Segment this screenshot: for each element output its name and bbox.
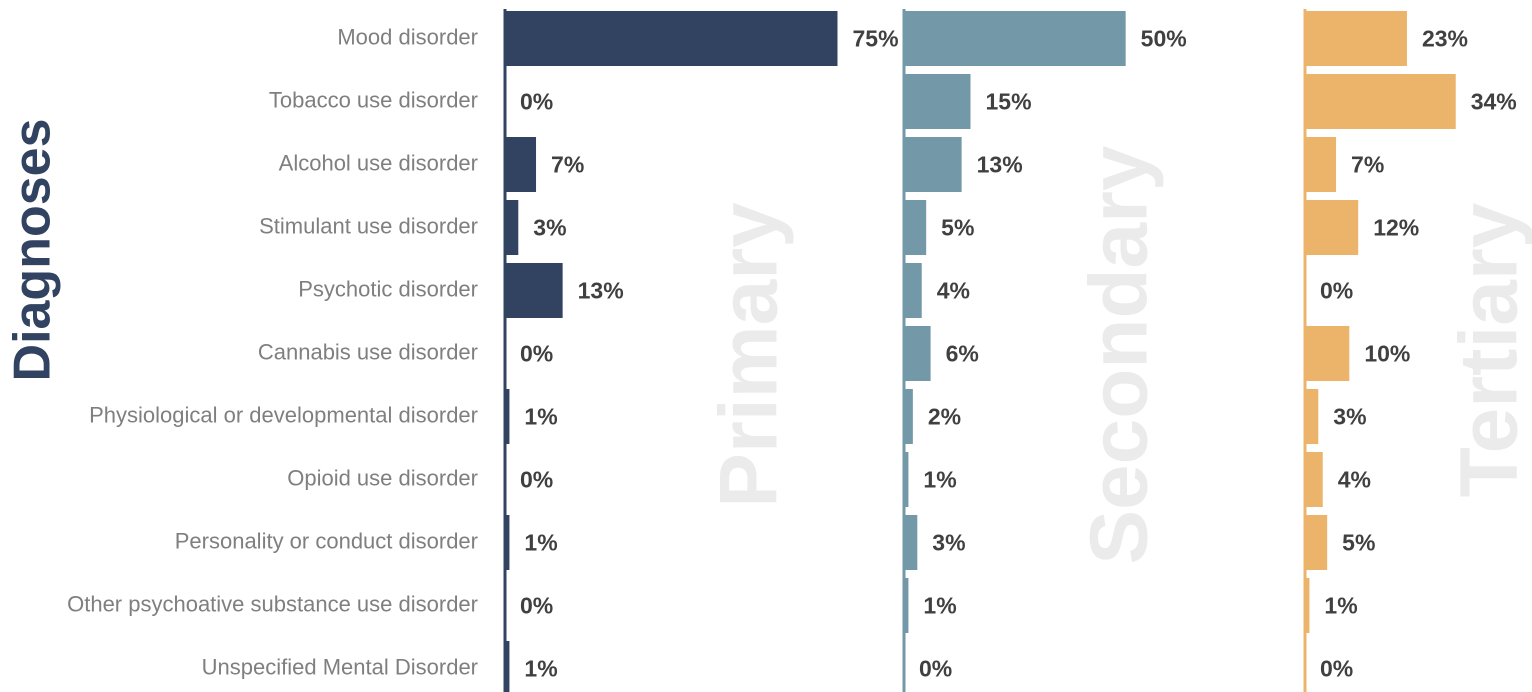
bar (505, 389, 510, 444)
value-label: 0% (1320, 278, 1353, 304)
category-label: Mood disorder (337, 24, 478, 49)
bar (505, 137, 537, 192)
category-label: Cannabis use disorder (258, 339, 478, 364)
value-label: 50% (1141, 26, 1187, 52)
y-axis-label: Diagnoses (4, 119, 62, 382)
value-label: 4% (1338, 467, 1371, 493)
value-label: 0% (520, 593, 553, 619)
category-label: Alcohol use disorder (279, 150, 478, 175)
category-label: Tobacco use disorder (269, 87, 478, 112)
value-label: 0% (520, 467, 553, 493)
category-label: Opioid use disorder (287, 465, 478, 490)
category-label: Other psychoative substance use disorder (67, 591, 478, 616)
value-label: 1% (524, 530, 557, 556)
value-label: 75% (853, 26, 899, 52)
bar (1305, 11, 1407, 66)
value-label: 0% (1320, 656, 1353, 682)
bar (904, 11, 1126, 66)
bar (505, 515, 510, 570)
bar (1305, 452, 1323, 507)
value-label: 3% (932, 530, 965, 556)
bar (904, 263, 922, 318)
category-label: Personality or conduct disorder (175, 528, 478, 553)
value-label: 13% (578, 278, 624, 304)
panel-title: Secondary (1074, 145, 1165, 565)
bar (904, 452, 909, 507)
bar (1305, 74, 1456, 129)
category-label: Psychotic disorder (298, 276, 478, 301)
value-label: 1% (524, 404, 557, 430)
value-label: 1% (923, 593, 956, 619)
value-label: 1% (1324, 593, 1357, 619)
value-label: 3% (533, 215, 566, 241)
category-label: Physiological or developmental disorder (89, 402, 478, 427)
value-label: 34% (1471, 89, 1517, 115)
bar (1305, 137, 1337, 192)
value-label: 4% (937, 278, 970, 304)
bar (904, 137, 962, 192)
value-label: 6% (946, 341, 979, 367)
value-label: 7% (1351, 152, 1384, 178)
value-label: 15% (986, 89, 1032, 115)
bar (904, 389, 913, 444)
value-label: 5% (941, 215, 974, 241)
bar (904, 515, 918, 570)
value-label: 3% (1333, 404, 1366, 430)
bar (1305, 389, 1319, 444)
value-label: 1% (524, 656, 557, 682)
bar (904, 200, 927, 255)
value-label: 1% (923, 467, 956, 493)
category-label: Unspecified Mental Disorder (202, 654, 478, 679)
category-label: Stimulant use disorder (259, 213, 478, 238)
bar (904, 326, 931, 381)
value-label: 13% (977, 152, 1023, 178)
bar (505, 200, 519, 255)
bar (505, 263, 563, 318)
bar (1305, 200, 1359, 255)
value-label: 5% (1342, 530, 1375, 556)
bar (505, 11, 838, 66)
panel-title: Primary (704, 202, 795, 508)
value-label: 12% (1373, 215, 1419, 241)
bar (1305, 578, 1310, 633)
bar (1305, 515, 1328, 570)
bar (1305, 326, 1350, 381)
value-label: 0% (520, 89, 553, 115)
bar (904, 578, 909, 633)
panel-title: Tertiary (1444, 202, 1532, 497)
value-label: 7% (551, 152, 584, 178)
bar (904, 74, 971, 129)
bar (505, 641, 510, 692)
value-label: 23% (1422, 26, 1468, 52)
value-label: 2% (928, 404, 961, 430)
value-label: 0% (919, 656, 952, 682)
value-label: 0% (520, 341, 553, 367)
value-label: 10% (1364, 341, 1410, 367)
